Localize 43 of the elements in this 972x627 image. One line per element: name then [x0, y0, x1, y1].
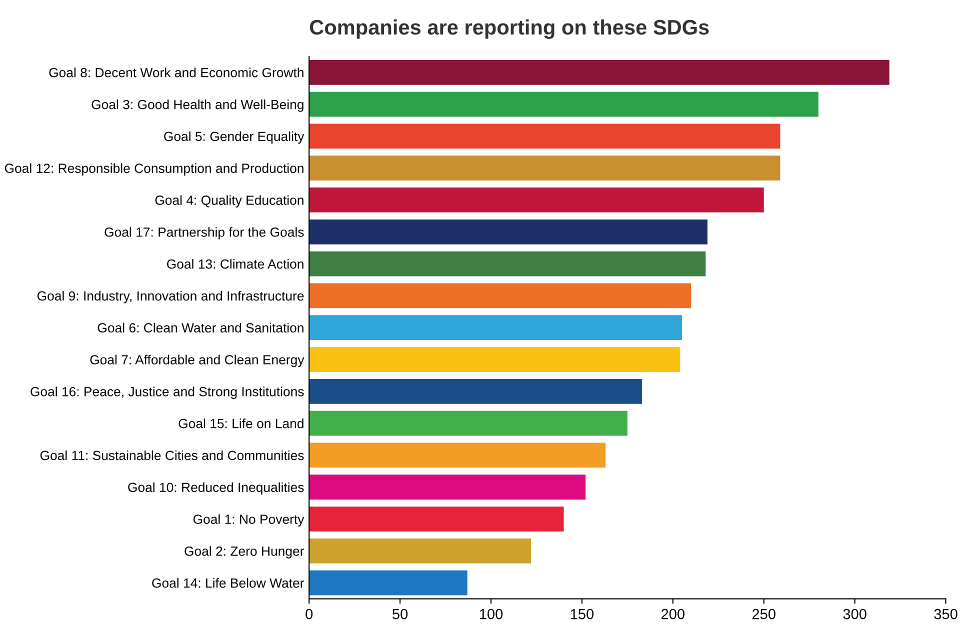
- y-tick-label: Goal 14: Life Below Water: [152, 578, 304, 588]
- y-tick-label: Goal 10: Reduced Inequalities: [128, 482, 304, 495]
- bar: [309, 156, 780, 181]
- bar: [309, 410, 628, 436]
- y-tick-label: Goal 11: Sustainable Cities and Communities: [40, 450, 304, 460]
- bar: [309, 315, 682, 340]
- bar: [309, 538, 532, 564]
- y-tick-label: Goal 1: No Poverty: [193, 514, 304, 527]
- x-tick-label: 50: [392, 608, 408, 620]
- y-tick-label: Goal 3: Good Health and Well-Being: [92, 100, 304, 112]
- bar: [309, 506, 564, 532]
- y-tick-label: Goal 13: Climate Action: [167, 259, 304, 269]
- bar: [309, 570, 468, 596]
- y-tick-label: Goal 16: Peace, Justice and Strong Institutions: [30, 386, 304, 399]
- y-tick-label: Goal 6: Clean Water and Sanitation: [98, 322, 304, 333]
- bar: [309, 442, 606, 468]
- bar: [309, 378, 642, 404]
- y-tick-label: Goal 8: Decent Work and Economic Growth: [49, 68, 304, 78]
- y-tick-label: Goal 2: Zero Hunger: [184, 546, 304, 558]
- y-tick-label: Goal 17: Partnership for the Goals: [104, 227, 304, 240]
- y-tick-label: Goal 9: Industry, Innovation and Infrastructure: [37, 290, 304, 304]
- bar: [309, 347, 680, 372]
- bar: [309, 92, 818, 117]
- x-tick-label: 200: [661, 608, 684, 620]
- bar: [309, 60, 890, 85]
- x-tick-label: 350: [934, 608, 958, 620]
- x-tick-label: 100: [480, 608, 503, 620]
- x-tick-label: 0: [306, 608, 313, 620]
- bar: [309, 188, 764, 212]
- y-tick-label: Goal 5: Gender Equality: [164, 131, 304, 144]
- x-tick-label: 150: [570, 608, 594, 620]
- x-tick-label: 250: [752, 608, 776, 620]
- y-tick-label: Goal 15: Life on Land: [178, 418, 304, 428]
- bar: [309, 474, 586, 500]
- x-tick-label: 300: [843, 608, 866, 620]
- y-tick-label: Goal 7: Affordable and Clean Energy: [90, 354, 304, 368]
- bar: [309, 283, 692, 308]
- bar: [309, 124, 780, 149]
- y-tick-label: Goal 4: Quality Education: [155, 195, 304, 208]
- bar: [309, 251, 706, 276]
- bar: [309, 219, 708, 244]
- y-tick-label: Goal 12: Responsible Consumption and Production: [4, 163, 304, 176]
- chart-title: Companies are reporting on these SDGs: [310, 19, 709, 39]
